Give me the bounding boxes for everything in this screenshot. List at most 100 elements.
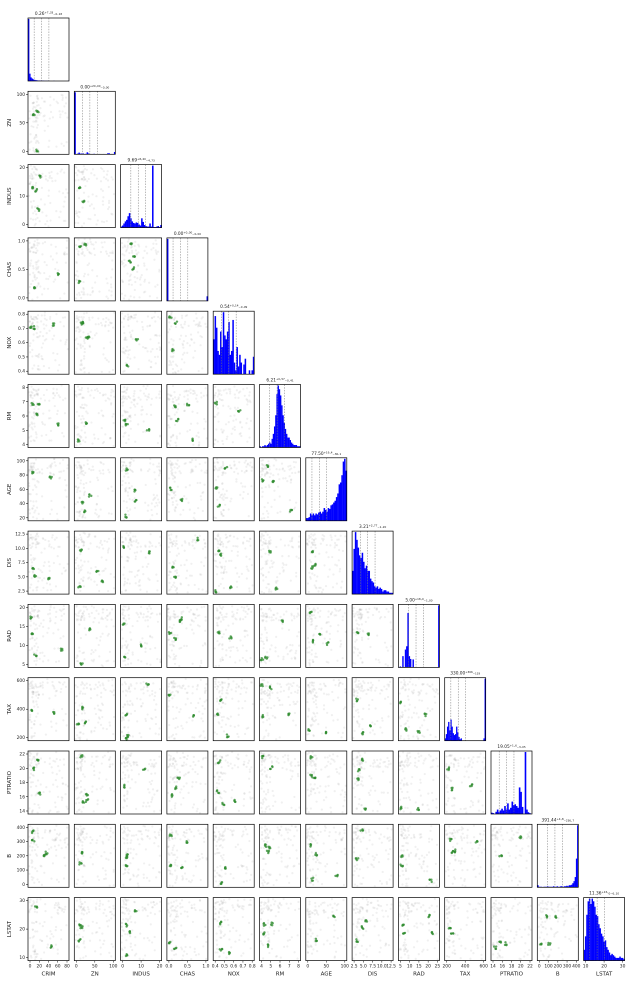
scatter-point [31,265,35,268]
scatter-point [42,100,46,103]
scatter-point [123,432,126,435]
scatter-point [135,253,138,256]
scatter-point [129,406,132,409]
scatter-point [111,678,114,681]
scatter-point [320,537,324,540]
scatter-point [199,573,202,576]
scatter-point [295,615,299,618]
scatter-point [127,685,131,688]
scatter-point [126,556,130,559]
scatter-point [338,548,341,552]
scatter-point [101,189,104,192]
scatter-point [31,323,34,326]
hist-bar [363,561,365,595]
scatter-point [120,731,124,734]
scatter-point [45,214,48,217]
scatter-point [179,513,182,516]
scatter-point [28,248,31,251]
scatter-point [107,199,111,202]
scatter-point [79,405,82,409]
scatter-point [157,462,161,465]
y-axis-label: AGE [7,483,13,495]
hist-bar [273,426,276,448]
scatter-point [176,459,179,462]
scatter-point [156,441,160,445]
scatter-point [266,545,269,548]
scatter-point [154,545,157,548]
scatter-point [36,140,39,143]
scatter-point [215,697,219,700]
scatter-point [126,643,130,646]
scatter-point [123,566,126,569]
density-point [90,494,93,498]
scatter-point [144,650,147,653]
scatter-point [356,721,359,725]
hist-bar [121,225,124,228]
scatter-point [111,415,114,418]
scatter-point [88,615,91,618]
hist-bar [323,508,326,521]
scatter-point [48,317,52,321]
scatter-point [156,504,159,507]
scatter-point [193,518,197,521]
scatter-point [360,613,363,616]
scatter-point [167,638,171,641]
scatter-point [338,681,341,684]
scatter-point [325,631,328,634]
scatter-point [127,318,130,321]
scatter-point [123,245,127,248]
scatter-point [36,249,39,252]
scatter-point [48,612,52,615]
scatter-point [231,441,234,444]
density-point [174,637,178,640]
scatter-point [173,508,176,511]
scatter-point [128,414,131,417]
hist-panel-dis: 3.21⁺²·⁷⁷₋₁.₂₀ [351,524,394,595]
scatter-point [169,417,172,420]
density-point [30,709,33,712]
hist-bar [407,612,409,668]
scatter-point [138,732,141,735]
scatter-point [34,546,38,549]
scatter-point [289,579,292,582]
scatter-point [267,706,270,709]
scatter-point [310,546,313,549]
scatter-point [48,545,51,548]
scatter-point [327,556,330,559]
scatter-point [232,419,235,422]
scatter-point [81,692,84,695]
scatter-point [52,391,55,395]
scatter-point [122,518,126,521]
density-point [82,321,85,325]
scatter-point [125,500,128,503]
scatter-point [217,420,220,423]
scatter-point [48,171,51,174]
scatter-point [101,618,105,621]
scatter-point [108,721,111,724]
scatter-point [50,326,53,329]
hist-bar [141,218,143,228]
scatter-point [386,649,390,652]
scatter-point [221,471,224,474]
scatter-point [122,390,126,393]
scatter-point [101,682,104,685]
scatter-point [31,397,34,400]
scatter-point [316,695,319,698]
scatter-point [308,617,312,621]
scatter-point [198,735,201,738]
scatter-point [146,252,149,255]
scatter-point [278,495,281,498]
scatter-point [129,531,132,534]
scatter-point [290,478,293,481]
scatter-point [222,730,226,733]
scatter-point [189,388,192,391]
scatter-point [127,438,130,441]
scatter-point [168,360,171,363]
scatter-point [420,699,424,702]
scatter-point [129,539,132,543]
scatter-point [217,685,220,688]
scatter-point [266,694,270,697]
scatter-point [80,171,83,174]
density-point [170,349,174,353]
scatter-point [175,615,178,618]
